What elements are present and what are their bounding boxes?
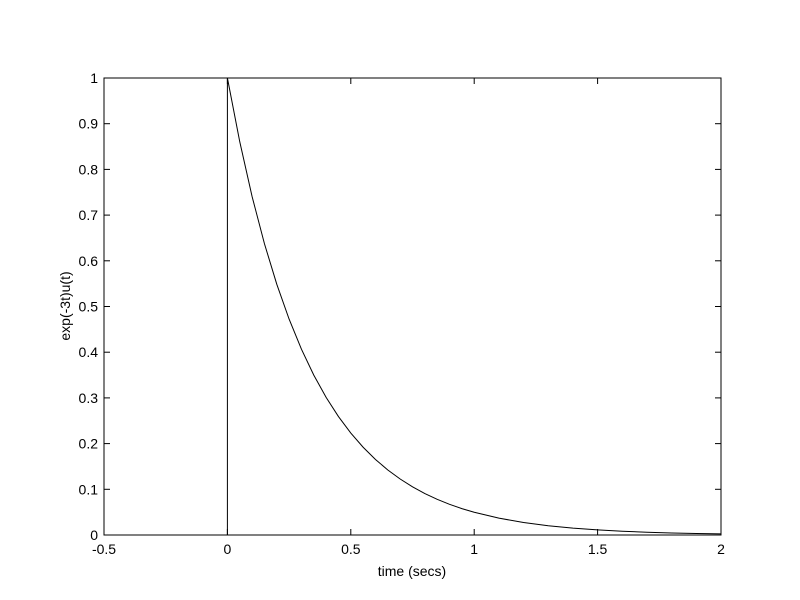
- y-tick-label: 0.7: [79, 207, 99, 223]
- x-tick-label: 2: [717, 541, 725, 557]
- y-tick-label: 0.1: [79, 481, 99, 497]
- x-tick-label: -0.5: [92, 541, 116, 557]
- y-tick-label: 0.6: [79, 253, 99, 269]
- y-tick-label: 1: [90, 70, 98, 86]
- x-tick-label: 1: [470, 541, 478, 557]
- x-tick-label: 0.5: [341, 541, 361, 557]
- y-tick-label: 0.8: [79, 161, 99, 177]
- y-tick-label: 0.5: [79, 299, 99, 315]
- x-axis-label: time (secs): [378, 563, 446, 579]
- y-tick-label: 0.2: [79, 436, 99, 452]
- plot-area: [103, 77, 722, 536]
- x-tick-label: 1.5: [588, 541, 608, 557]
- y-tick-label: 0: [90, 527, 98, 543]
- series-line: [104, 77, 722, 536]
- y-tick-label: 0.4: [79, 344, 99, 360]
- x-tick-label: 0: [224, 541, 232, 557]
- y-tick-label: 0.9: [79, 116, 99, 132]
- y-tick-label: 0.3: [79, 390, 99, 406]
- y-axis-label: exp(-3t)u(t): [57, 271, 73, 340]
